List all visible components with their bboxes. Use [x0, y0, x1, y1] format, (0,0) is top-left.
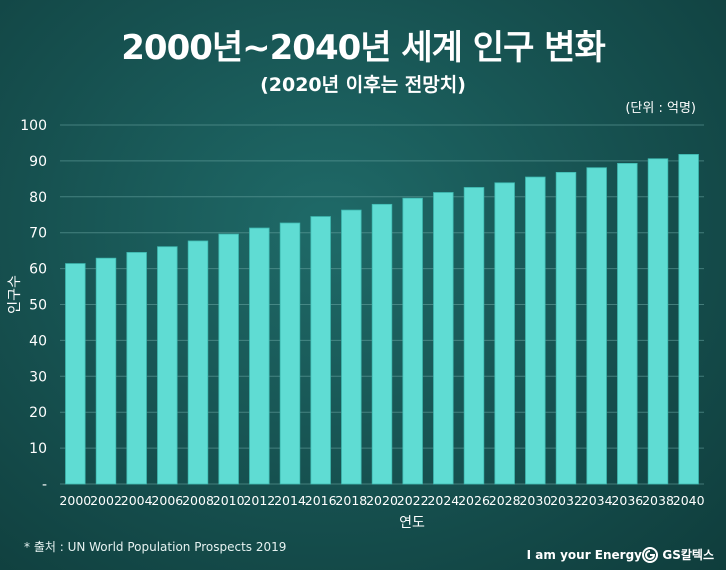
bar — [494, 182, 515, 485]
x-tick-label: 2030 — [519, 493, 551, 508]
bar — [95, 257, 117, 485]
y-tick-label: - — [42, 477, 47, 493]
y-tick-label: 80 — [29, 190, 47, 206]
x-tick-label: 2028 — [489, 493, 521, 508]
bar — [678, 154, 699, 485]
bar — [65, 263, 86, 485]
x-tick-label: 2034 — [581, 493, 613, 508]
bar — [433, 192, 454, 485]
y-tick-label: 60 — [29, 262, 47, 278]
brand-tagline: I am your Energy — [526, 548, 642, 562]
y-axis-label: 인구수 — [7, 275, 23, 314]
x-tick-label: 2014 — [274, 493, 306, 508]
chart-subtitle: (2020년 이후는 전망치) — [260, 74, 466, 96]
x-tick-label: 2006 — [151, 493, 183, 508]
bar — [218, 233, 239, 485]
bar — [371, 203, 393, 485]
y-tick-label: 20 — [29, 405, 47, 421]
bar — [525, 176, 546, 485]
x-tick-label: 2036 — [611, 493, 643, 508]
brand-logo: GS칼텍스 — [642, 546, 714, 563]
bar — [617, 163, 638, 485]
bar — [555, 171, 577, 485]
x-tick-label: 2040 — [673, 493, 705, 508]
x-tick-label: 2004 — [121, 493, 153, 508]
bar — [463, 187, 485, 485]
x-tick-label: 2020 — [366, 493, 398, 508]
x-tick-label: 2038 — [642, 493, 674, 508]
bar — [310, 216, 331, 485]
x-tick-label: 2008 — [182, 493, 214, 508]
chart-title: 2000년~2040년 세계 인구 변화 — [121, 28, 606, 68]
bar — [126, 252, 147, 485]
bar — [402, 197, 423, 485]
x-tick-label: 2032 — [550, 493, 582, 508]
y-tick-label: 100 — [20, 118, 47, 134]
y-tick-label: 70 — [29, 226, 47, 242]
x-tick-label: 2026 — [458, 493, 490, 508]
y-tick-label: 90 — [29, 154, 47, 170]
x-tick-label: 2012 — [243, 493, 275, 508]
y-tick-label: 10 — [29, 441, 47, 457]
x-tick-label: 2024 — [427, 493, 459, 508]
bar — [647, 158, 669, 485]
x-tick-label: 2016 — [305, 493, 337, 508]
source-note: * 출처 : UN World Population Prospects 201… — [24, 540, 287, 554]
bar — [279, 222, 301, 485]
y-tick-label: 30 — [29, 369, 47, 385]
unit-label: (단위 : 억명) — [625, 101, 696, 116]
x-tick-label: 2002 — [90, 493, 122, 508]
gs-logo-icon — [642, 546, 659, 563]
bar — [586, 167, 607, 485]
bar — [341, 209, 362, 485]
y-tick-label: 40 — [29, 333, 47, 349]
brand-name: GS칼텍스 — [662, 548, 714, 562]
x-tick-label: 2018 — [335, 493, 367, 508]
bar — [249, 227, 270, 485]
x-tick-label: 2010 — [213, 493, 245, 508]
x-tick-label: 2000 — [59, 493, 91, 508]
x-axis-label: 연도 — [399, 515, 425, 531]
bar — [187, 240, 209, 485]
x-tick-label: 2022 — [397, 493, 429, 508]
bar — [157, 246, 178, 485]
y-tick-label: 50 — [29, 298, 47, 314]
